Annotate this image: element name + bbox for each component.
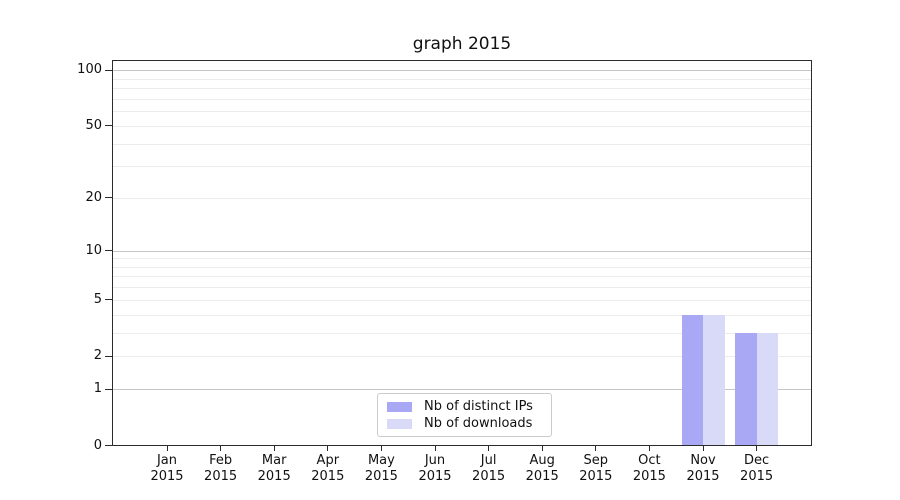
y-tick-20: [105, 197, 112, 199]
year-label: 2015: [204, 469, 238, 484]
x-tick-label-jan: Jan 2015: [135, 453, 199, 485]
bar-dec-distinct-ips: [735, 332, 757, 445]
plot-area: [112, 60, 812, 446]
gridline-y-8: [113, 266, 811, 268]
y-tick-label-100: 100: [77, 62, 102, 78]
y-tick-label-10: 10: [85, 242, 102, 258]
y-tick-label-2: 2: [93, 348, 102, 364]
year-label: 2015: [740, 469, 774, 484]
x-tick-label-sep: Sep 2015: [564, 453, 628, 485]
downloads-swatch: [387, 418, 412, 429]
x-tick-label-jul: Jul 2015: [457, 453, 521, 485]
y-tick-50: [105, 125, 112, 127]
gridline-y-90: [113, 78, 811, 80]
chart-title: graph 2015: [412, 34, 512, 54]
gridline-y-4: [113, 314, 811, 316]
gridline-y-2: [113, 356, 811, 358]
bar-nov-downloads: [703, 314, 725, 445]
month-label: Nov: [690, 453, 716, 468]
month-label: Jan: [156, 453, 178, 468]
year-label: 2015: [632, 469, 666, 484]
x-tick-jan: [166, 446, 168, 451]
gridline-y-50: [113, 125, 811, 127]
y-tick-label-0: 0: [93, 437, 102, 453]
year-label: 2015: [364, 469, 398, 484]
year-label: 2015: [686, 469, 720, 484]
gridline-y-10: [113, 250, 811, 252]
x-tick-label-jun: Jun 2015: [403, 453, 467, 485]
month-label: Jun: [424, 453, 446, 468]
bar-nov-distinct-ips: [681, 314, 703, 445]
x-tick-label-feb: Feb 2015: [189, 453, 253, 485]
month-label: Jul: [480, 453, 497, 468]
legend-entry-distinct-ips: Nb of distinct IPs: [387, 399, 542, 414]
gridline-y-40: [113, 143, 811, 145]
x-tick-label-aug: Aug 2015: [510, 453, 574, 485]
x-tick-feb: [220, 446, 222, 451]
y-tick-0: [105, 445, 112, 446]
y-tick-label-1: 1: [93, 381, 102, 397]
y-tick-5: [105, 299, 112, 301]
gridline-y-9: [113, 258, 811, 260]
gridline-y-70: [113, 98, 811, 100]
legend: Nb of distinct IPs Nb of downloads: [377, 393, 552, 437]
year-label: 2015: [257, 469, 291, 484]
month-label: Dec: [744, 453, 770, 468]
y-tick-100: [105, 69, 112, 71]
x-tick-label-apr: Apr 2015: [296, 453, 360, 485]
gridline-y-20: [113, 197, 811, 199]
year-label: 2015: [579, 469, 613, 484]
x-tick-sep: [595, 446, 597, 451]
year-label: 2015: [525, 469, 559, 484]
month-label: Aug: [529, 453, 555, 468]
x-tick-jul: [488, 446, 490, 451]
x-tick-mar: [273, 446, 275, 451]
gridline-y-30: [113, 166, 811, 168]
y-tick-10: [105, 250, 112, 251]
y-tick-label-50: 50: [85, 117, 102, 133]
year-label: 2015: [311, 469, 345, 484]
gridline-y-80: [113, 88, 811, 90]
bar-dec-downloads: [756, 332, 779, 445]
x-tick-label-may: May 2015: [349, 453, 413, 485]
month-label: Sep: [583, 453, 609, 468]
x-tick-dec: [756, 446, 758, 451]
legend-entry-downloads: Nb of downloads: [387, 416, 542, 431]
gridline-y-1: [113, 389, 811, 391]
y-tick-2: [105, 355, 112, 357]
y-tick-label-20: 20: [85, 189, 102, 205]
x-tick-label-nov: Nov 2015: [671, 453, 735, 485]
gridline-y-7: [113, 276, 811, 278]
year-label: 2015: [150, 469, 184, 484]
gridline-y-60: [113, 111, 811, 113]
year-label: 2015: [418, 469, 452, 484]
year-label: 2015: [472, 469, 506, 484]
month-label: Apr: [316, 453, 340, 468]
gridline-y-100: [113, 70, 811, 72]
x-tick-aug: [541, 446, 543, 451]
month-label: May: [367, 453, 395, 468]
gridline-y-6: [113, 287, 811, 289]
month-label: Feb: [209, 453, 233, 468]
distinct-ips-swatch: [387, 401, 412, 412]
x-tick-label-mar: Mar 2015: [242, 453, 306, 485]
month-label: Mar: [261, 453, 287, 468]
x-tick-may: [380, 446, 382, 451]
x-tick-jun: [434, 446, 436, 451]
legend-label-distinct-ips: Nb of distinct IPs: [424, 399, 533, 414]
x-tick-apr: [327, 446, 329, 451]
gridline-y-3: [113, 332, 811, 334]
x-tick-nov: [702, 446, 704, 451]
y-tick-1: [105, 388, 112, 390]
x-tick-label-dec: Dec 2015: [725, 453, 789, 485]
month-label: Oct: [638, 453, 661, 468]
y-tick-label-5: 5: [93, 291, 102, 307]
x-tick-oct: [648, 446, 650, 451]
gridline-y-5: [113, 299, 811, 301]
legend-label-downloads: Nb of downloads: [424, 416, 533, 431]
x-tick-label-oct: Oct 2015: [617, 453, 681, 485]
